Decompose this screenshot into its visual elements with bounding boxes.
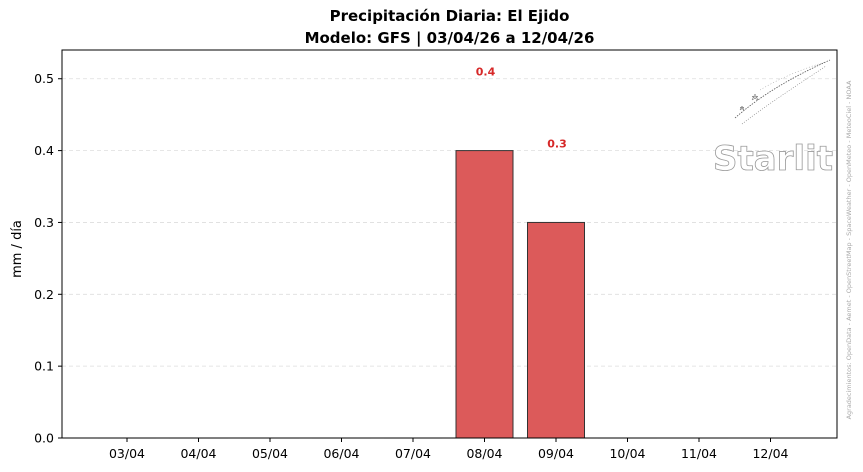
x-tick-label: 12/04 bbox=[752, 446, 788, 461]
y-axis-label: mm / día bbox=[10, 220, 25, 278]
chart-subtitle: Modelo: GFS | 03/04/26 a 12/04/26 bbox=[304, 29, 595, 47]
x-tick-label: 08/04 bbox=[466, 446, 502, 461]
value-labels: 0.4 0.3 bbox=[476, 66, 567, 151]
axes: 0.0 0.1 0.2 0.3 0.4 0.5 03/04 04/04 05/04 06/04 07… bbox=[34, 49, 838, 461]
x-tick-label: 06/04 bbox=[323, 446, 359, 461]
y-tick-label: 0.5 bbox=[34, 71, 54, 86]
x-tick-label: 10/04 bbox=[609, 446, 645, 461]
plot-frame bbox=[61, 49, 838, 439]
chart-title: Precipitación Diaria: El Ejido bbox=[329, 7, 570, 25]
y-tick-label: 0.1 bbox=[34, 359, 54, 374]
bar bbox=[527, 221, 585, 439]
bar bbox=[455, 150, 514, 439]
x-tick-label: 09/04 bbox=[538, 446, 574, 461]
x-tick-label: 07/04 bbox=[395, 446, 431, 461]
acknowledgement-text: Agradecimientos: OpenData - Aemet - Open… bbox=[845, 80, 853, 420]
y-tick-label: 0.4 bbox=[34, 143, 54, 158]
y-tick-label: 0.2 bbox=[34, 287, 54, 302]
x-tick-label: 11/04 bbox=[681, 446, 717, 461]
grid-lines bbox=[62, 78, 837, 367]
y-tick-label: 0.3 bbox=[34, 215, 54, 230]
starlit-logo: Starlit bbox=[713, 59, 833, 179]
x-tick-label: 03/04 bbox=[109, 446, 145, 461]
x-tick-label: 04/04 bbox=[180, 446, 216, 461]
data-label: 0.4 bbox=[476, 66, 496, 79]
x-tick-label: 05/04 bbox=[252, 446, 288, 461]
data-label: 0.3 bbox=[547, 137, 567, 150]
logo-wordmark: Starlit bbox=[713, 139, 833, 179]
y-tick-label: 0.0 bbox=[34, 431, 54, 446]
